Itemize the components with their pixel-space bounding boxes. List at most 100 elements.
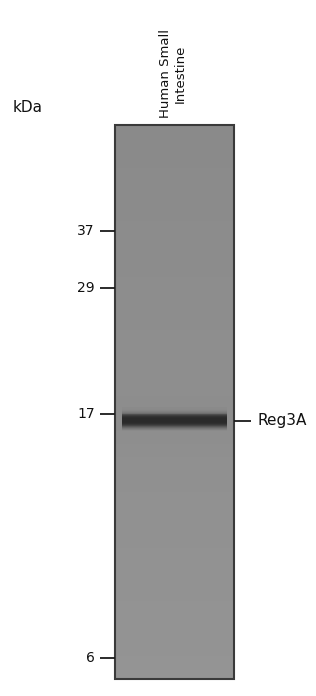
- Text: 17: 17: [77, 406, 95, 420]
- Bar: [115, 532, 234, 535]
- Bar: [115, 215, 234, 217]
- Bar: [115, 608, 234, 610]
- Bar: [115, 621, 234, 624]
- Text: Reg3A: Reg3A: [258, 413, 307, 428]
- Bar: [115, 274, 234, 276]
- Bar: [115, 363, 234, 365]
- Bar: [115, 255, 234, 258]
- Bar: [115, 145, 234, 148]
- Bar: [115, 536, 234, 539]
- Bar: [115, 159, 234, 162]
- Bar: [115, 143, 234, 145]
- Bar: [115, 547, 234, 550]
- Bar: [115, 207, 234, 210]
- Bar: [115, 602, 234, 605]
- Bar: [115, 575, 234, 577]
- Bar: [115, 272, 234, 275]
- Bar: [115, 167, 234, 170]
- Bar: [115, 243, 234, 245]
- Bar: [115, 385, 234, 387]
- Bar: [115, 248, 234, 251]
- Bar: [115, 412, 234, 415]
- Bar: [115, 601, 234, 603]
- Bar: [115, 457, 234, 459]
- Bar: [115, 403, 234, 406]
- Bar: [115, 429, 234, 432]
- Bar: [115, 381, 234, 383]
- Bar: [115, 490, 234, 492]
- Bar: [115, 425, 234, 428]
- Bar: [115, 414, 234, 417]
- Bar: [115, 638, 234, 640]
- Bar: [115, 573, 234, 576]
- Bar: [115, 261, 234, 264]
- Bar: [115, 519, 234, 522]
- Bar: [115, 661, 234, 664]
- Bar: [115, 587, 234, 590]
- Bar: [115, 329, 234, 332]
- Bar: [115, 239, 234, 242]
- Bar: [115, 411, 234, 413]
- Bar: [115, 612, 234, 614]
- Bar: [115, 386, 234, 389]
- Bar: [115, 355, 234, 358]
- Bar: [115, 626, 234, 628]
- Bar: [115, 658, 234, 660]
- Bar: [115, 357, 234, 360]
- Bar: [115, 405, 234, 407]
- Bar: [115, 558, 234, 560]
- Bar: [115, 221, 234, 223]
- Bar: [115, 206, 234, 208]
- Bar: [115, 280, 234, 282]
- Bar: [115, 534, 234, 537]
- Bar: [115, 400, 234, 402]
- Bar: [115, 303, 234, 306]
- Bar: [115, 633, 234, 636]
- Bar: [115, 420, 234, 422]
- Bar: [115, 156, 234, 159]
- Bar: [115, 466, 234, 468]
- Bar: [115, 178, 234, 181]
- Bar: [115, 480, 234, 483]
- Bar: [115, 503, 234, 505]
- Bar: [115, 632, 234, 634]
- Bar: [115, 448, 234, 450]
- Bar: [115, 246, 234, 249]
- Bar: [115, 431, 234, 434]
- Bar: [115, 663, 234, 665]
- Bar: [115, 307, 234, 310]
- Bar: [115, 359, 234, 361]
- Bar: [115, 258, 234, 260]
- Bar: [115, 510, 234, 512]
- Bar: [115, 132, 234, 134]
- Bar: [115, 604, 234, 607]
- Bar: [115, 676, 234, 679]
- Bar: [115, 335, 234, 338]
- Bar: [115, 228, 234, 230]
- Bar: [115, 125, 234, 679]
- Bar: [115, 306, 234, 308]
- Bar: [115, 639, 234, 642]
- Bar: [115, 641, 234, 644]
- Bar: [115, 196, 234, 199]
- Bar: [115, 508, 234, 511]
- Bar: [115, 491, 234, 494]
- Bar: [115, 324, 234, 326]
- Bar: [115, 438, 234, 441]
- Bar: [115, 232, 234, 234]
- Bar: [115, 365, 234, 367]
- Bar: [115, 584, 234, 586]
- Bar: [115, 656, 234, 658]
- Bar: [115, 130, 234, 133]
- Bar: [115, 630, 234, 633]
- Bar: [115, 623, 234, 625]
- Bar: [115, 326, 234, 329]
- Bar: [115, 285, 234, 287]
- Bar: [115, 672, 234, 675]
- Bar: [115, 152, 234, 155]
- Bar: [115, 331, 234, 333]
- Bar: [115, 443, 234, 446]
- Bar: [115, 294, 234, 296]
- Bar: [115, 322, 234, 324]
- Text: Human Small
Intestine: Human Small Intestine: [159, 29, 187, 118]
